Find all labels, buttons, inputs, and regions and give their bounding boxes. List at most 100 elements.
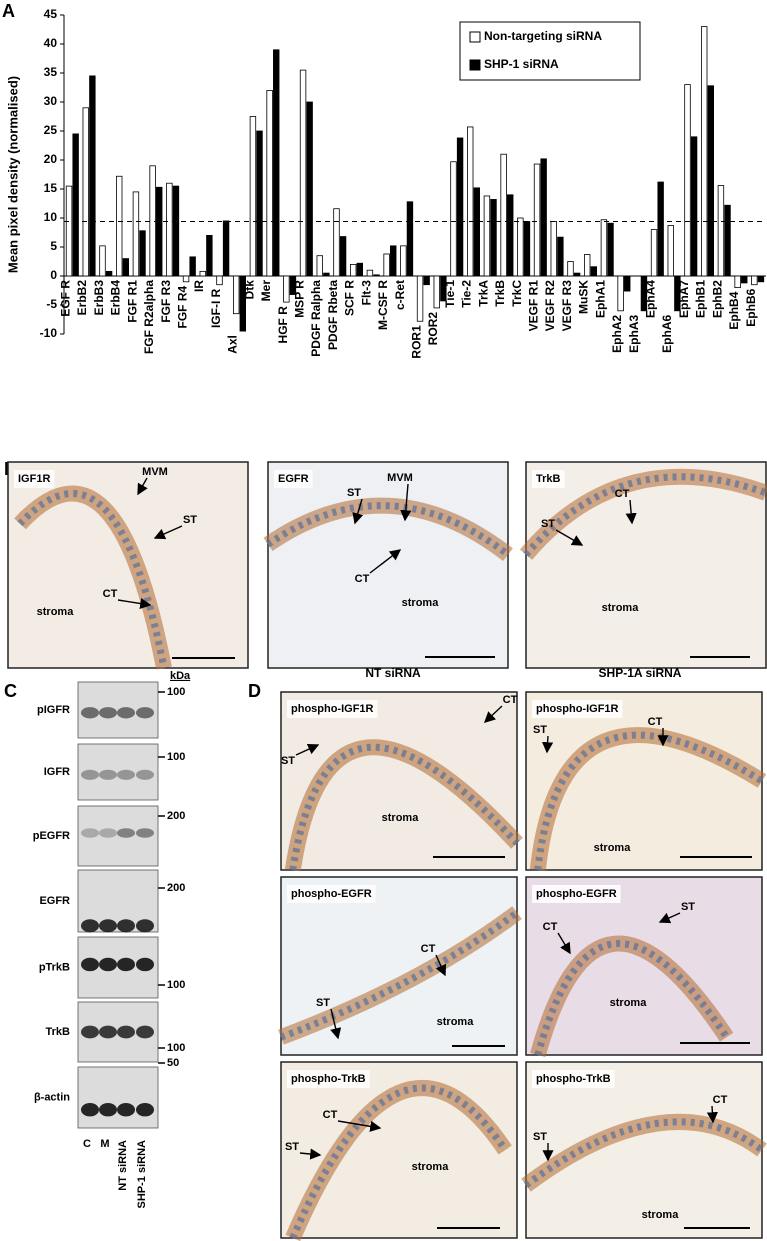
title-bg <box>287 885 376 903</box>
bar <box>283 275 290 303</box>
blot-band <box>99 957 117 972</box>
bar <box>440 275 447 302</box>
image-label: stroma <box>412 1161 450 1173</box>
image-label: ST <box>533 724 547 736</box>
blot-band <box>117 828 135 838</box>
x-tick-label: MuSK <box>577 280 591 314</box>
bar <box>172 185 180 277</box>
x-tick-label: Dtk <box>242 280 256 300</box>
arrow <box>352 498 364 525</box>
y-tick-label: 40 <box>44 36 58 50</box>
bar <box>751 275 758 286</box>
blot-band <box>117 957 135 972</box>
bar <box>306 101 313 277</box>
legend-label: Non-targeting siRNA <box>484 29 602 43</box>
x-tick-label: VEGF R1 <box>527 280 541 332</box>
y-tick-label: -10 <box>40 326 58 340</box>
blot-label: EGFR <box>39 895 70 907</box>
image-label: CT <box>503 694 518 706</box>
x-tick-label: FGF R1 <box>125 280 139 323</box>
blot-band <box>81 707 99 719</box>
x-tick-label: Tie-1 <box>443 280 457 308</box>
bar <box>667 225 674 277</box>
bar <box>640 275 648 312</box>
bar <box>406 201 414 277</box>
blot-band <box>136 828 154 838</box>
image-label: CT <box>543 921 558 933</box>
bar <box>323 272 330 277</box>
image-label: CT <box>648 716 663 728</box>
bar <box>450 161 457 277</box>
image-label: CT <box>103 588 118 600</box>
x-tick-label: MSP R <box>293 280 307 318</box>
nuclei <box>266 502 511 558</box>
image-label: stroma <box>610 997 648 1009</box>
bar <box>89 75 96 277</box>
blot-band <box>136 919 154 933</box>
blot-band <box>81 957 99 972</box>
unit-label: kDa <box>170 670 191 682</box>
x-tick-label: Flt-3 <box>359 280 373 306</box>
nuclei <box>289 743 520 871</box>
x-tick-label: EphA1 <box>593 280 607 318</box>
column-header: SHP-1A siRNA <box>599 666 682 680</box>
bar <box>156 186 163 277</box>
legend-swatch <box>469 31 481 43</box>
x-tick-label: Axl <box>226 335 240 354</box>
blot-label: IGFR <box>44 766 70 778</box>
x-tick-label: FGF R2alpha <box>142 280 156 354</box>
blot-band <box>136 707 154 719</box>
legend-swatch <box>469 59 481 71</box>
image-label: ST <box>541 518 555 530</box>
blot-label: pTrkB <box>39 961 70 973</box>
bar <box>105 270 113 277</box>
nuclei <box>523 1118 765 1189</box>
image-label: CT <box>355 573 370 585</box>
bar <box>239 275 246 332</box>
micrograph <box>7 461 249 669</box>
x-tick-label: ErbB3 <box>92 280 106 316</box>
blot-band <box>117 769 135 780</box>
image-label: stroma <box>594 842 632 854</box>
image-label: stroma <box>37 606 75 618</box>
nuclei <box>523 473 767 557</box>
y-tick-label: 20 <box>44 152 58 166</box>
blot-label: TrkB <box>46 1026 71 1038</box>
bar <box>557 236 564 277</box>
bar <box>507 194 514 277</box>
blot-band <box>99 919 117 933</box>
bar <box>624 275 631 292</box>
marker-label: 100 <box>167 751 185 763</box>
x-tick-label: FGF R4 <box>176 285 190 328</box>
image-title: phospho-IGF1R <box>291 703 374 715</box>
bar <box>65 185 73 277</box>
bar <box>116 175 123 277</box>
x-tick-label: HGF R <box>276 306 290 344</box>
arrow <box>435 954 447 977</box>
bar <box>273 49 280 277</box>
blot-band <box>117 1103 135 1117</box>
x-tick-label: IR <box>192 280 206 292</box>
arrow <box>483 705 503 723</box>
arrow <box>330 1008 342 1040</box>
x-tick-label: M-CSF R <box>376 280 390 330</box>
title-bg <box>532 470 565 488</box>
bar <box>590 266 597 277</box>
x-tick-label: EphA7 <box>677 280 691 318</box>
x-tick-label: IGF-I R <box>209 288 223 328</box>
image-title: EGFR <box>278 473 309 485</box>
blot-band <box>81 1103 99 1117</box>
title-bg <box>287 700 378 718</box>
bar <box>316 255 323 277</box>
bar <box>490 199 497 277</box>
x-tick-label: SCF R <box>343 280 357 316</box>
arrow <box>299 1148 322 1160</box>
bar <box>483 195 491 277</box>
y-tick-label: 25 <box>44 123 58 137</box>
image-title: phospho-IGF1R <box>536 703 619 715</box>
title-bg <box>532 700 623 718</box>
bar <box>400 245 407 277</box>
image-label: ST <box>681 901 695 913</box>
blot <box>77 805 159 867</box>
